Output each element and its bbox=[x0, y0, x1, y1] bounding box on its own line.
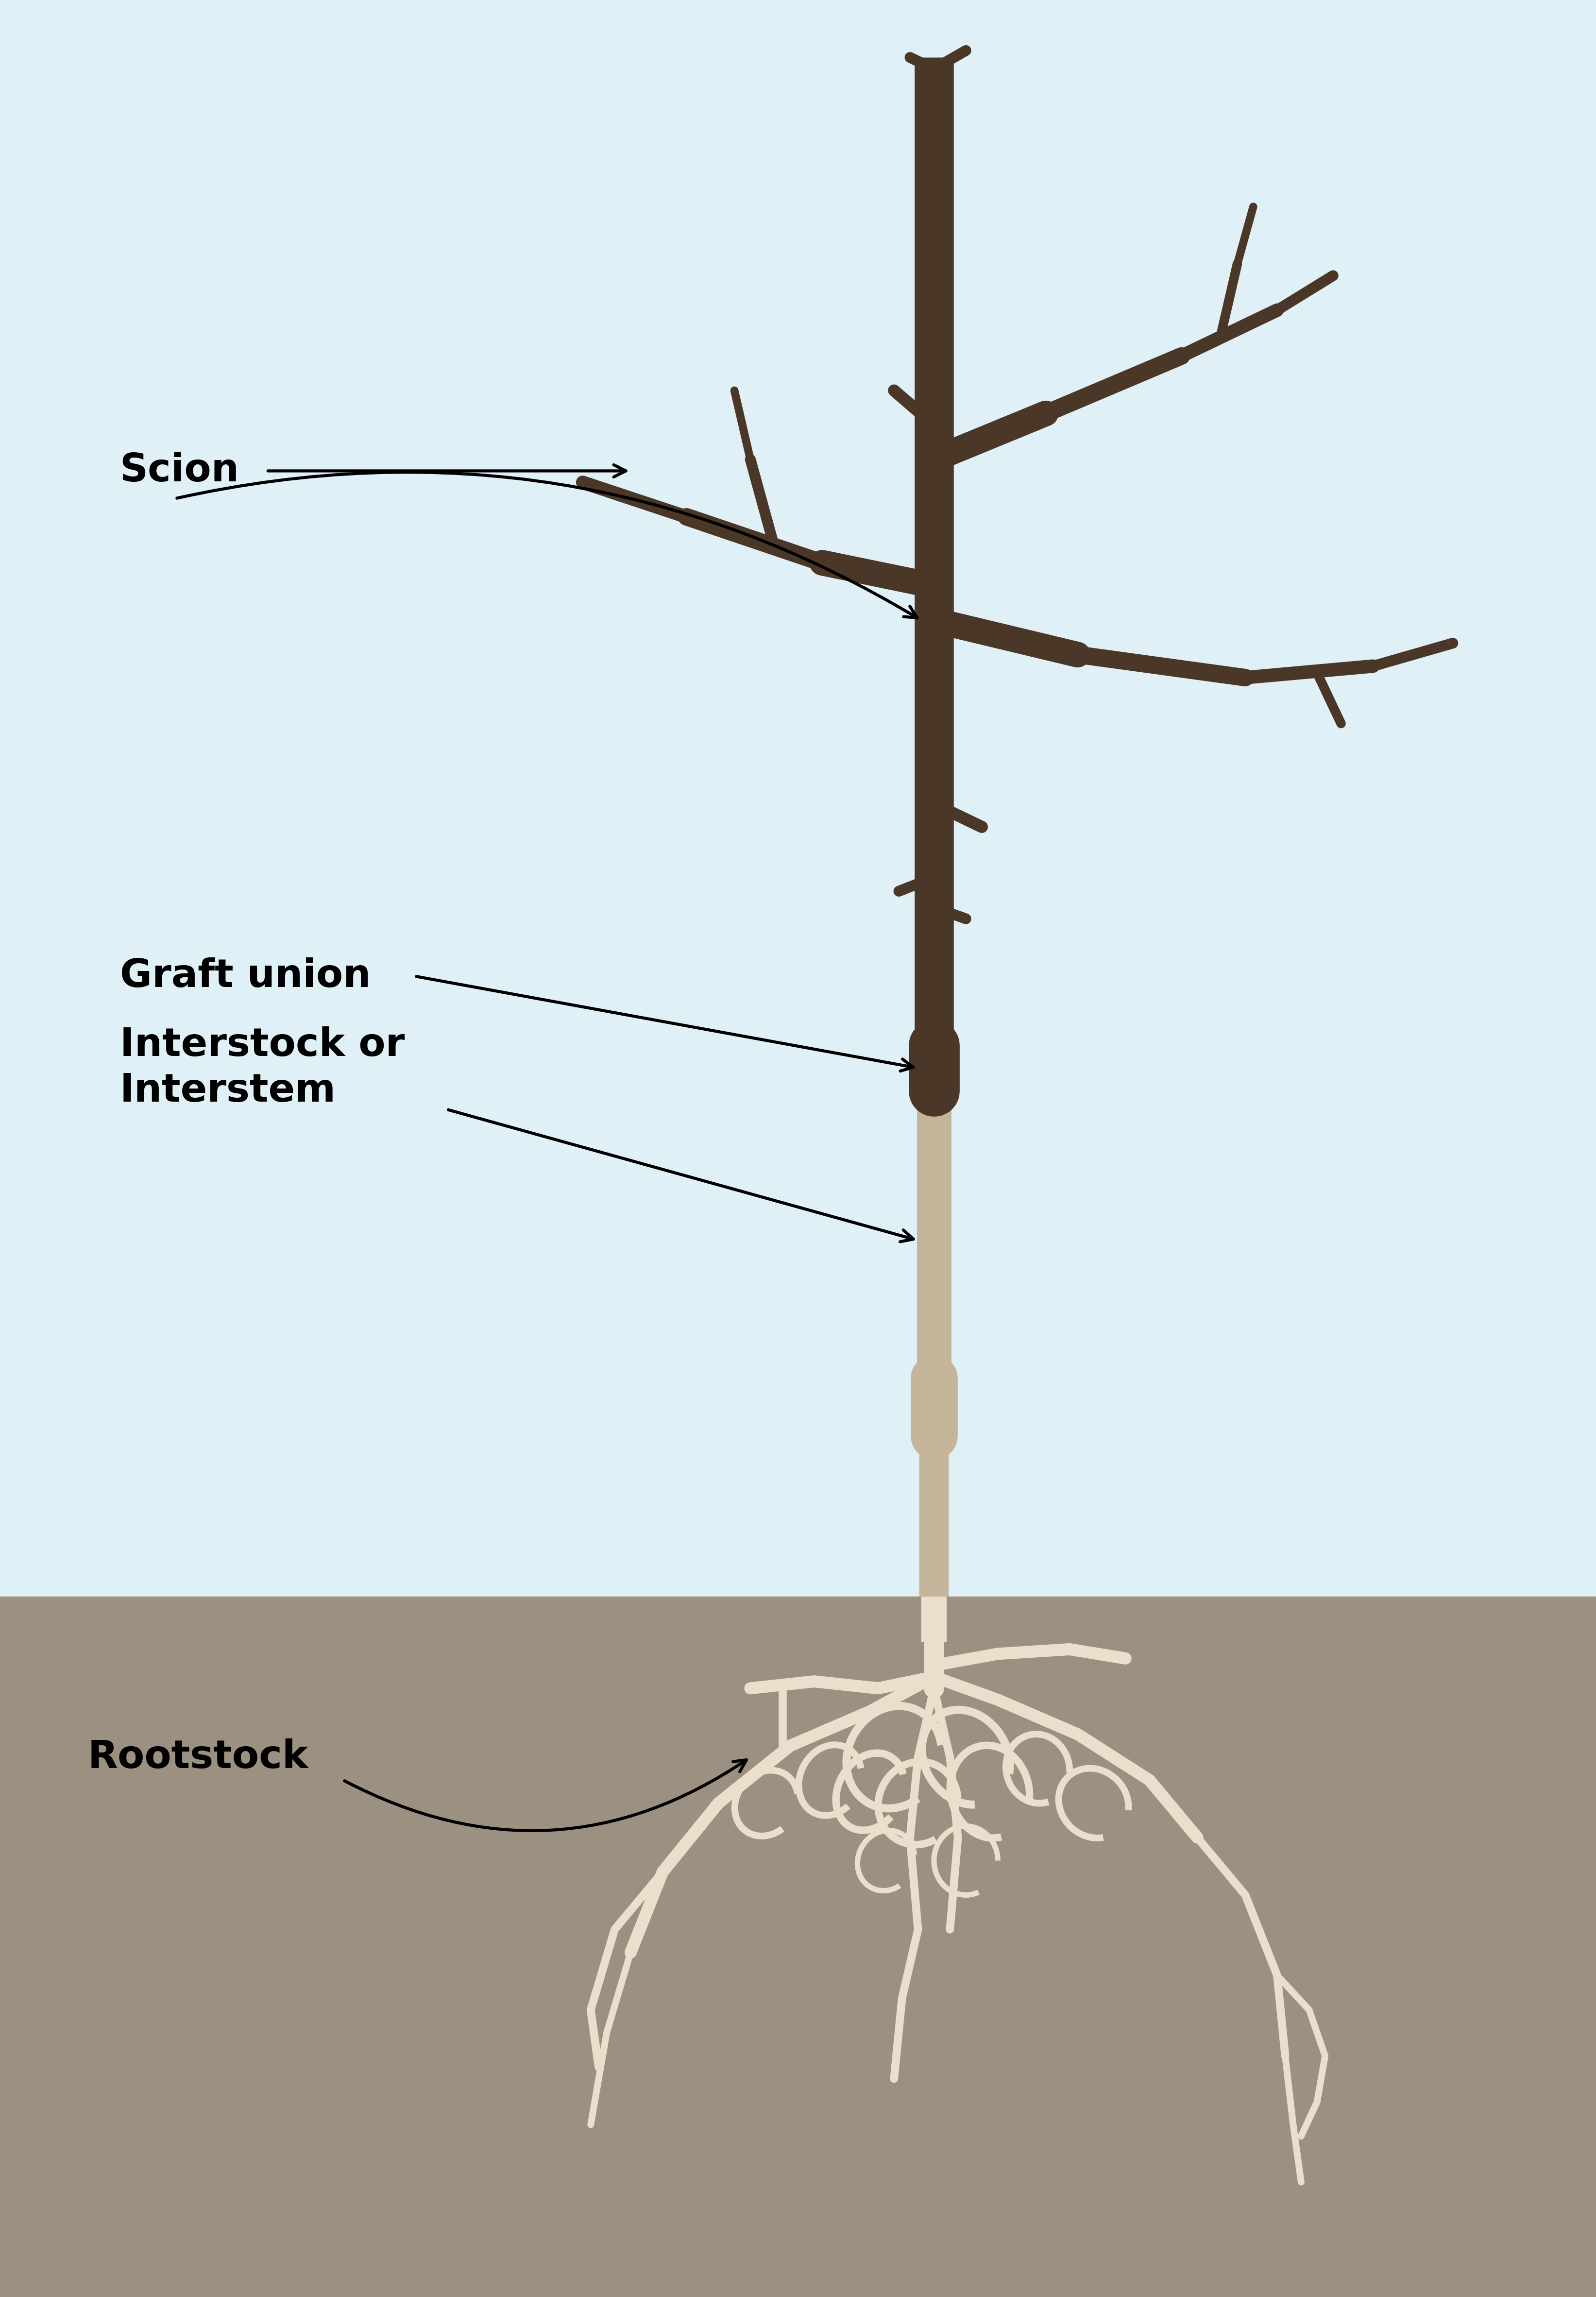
Text: Rootstock: Rootstock bbox=[88, 1739, 308, 1776]
Bar bbox=[0, 0, 1596, 1596]
Text: Interstock or
Interstem: Interstock or Interstem bbox=[120, 1027, 404, 1109]
Text: Graft union: Graft union bbox=[120, 958, 370, 995]
Text: Scion: Scion bbox=[120, 453, 239, 489]
Bar bbox=[0, 1596, 1596, 2297]
